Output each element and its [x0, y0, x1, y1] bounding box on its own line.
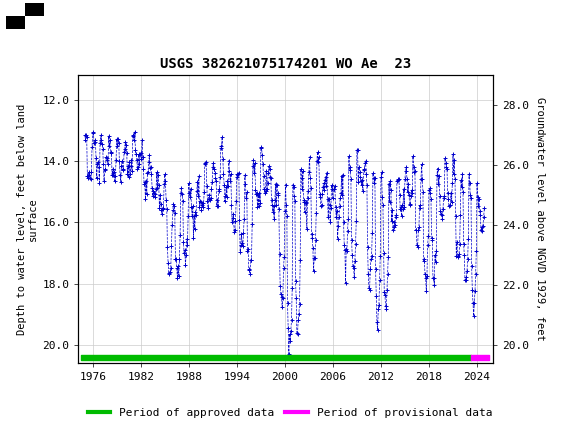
Bar [6, 16, 24, 29]
Y-axis label: Groundwater level above NGVD 1929, feet: Groundwater level above NGVD 1929, feet [535, 98, 545, 341]
Legend: Period of approved data, Period of provisional data: Period of approved data, Period of provi… [84, 403, 496, 422]
Title: USGS 382621075174201 WO Ae  23: USGS 382621075174201 WO Ae 23 [160, 57, 411, 71]
Bar [24, 3, 44, 16]
Bar [6, 3, 44, 29]
Y-axis label: Depth to water level, feet below land
surface: Depth to water level, feet below land su… [16, 104, 38, 335]
Text: USGS: USGS [53, 9, 90, 24]
Bar [6, 3, 24, 16]
Bar [24, 16, 44, 29]
